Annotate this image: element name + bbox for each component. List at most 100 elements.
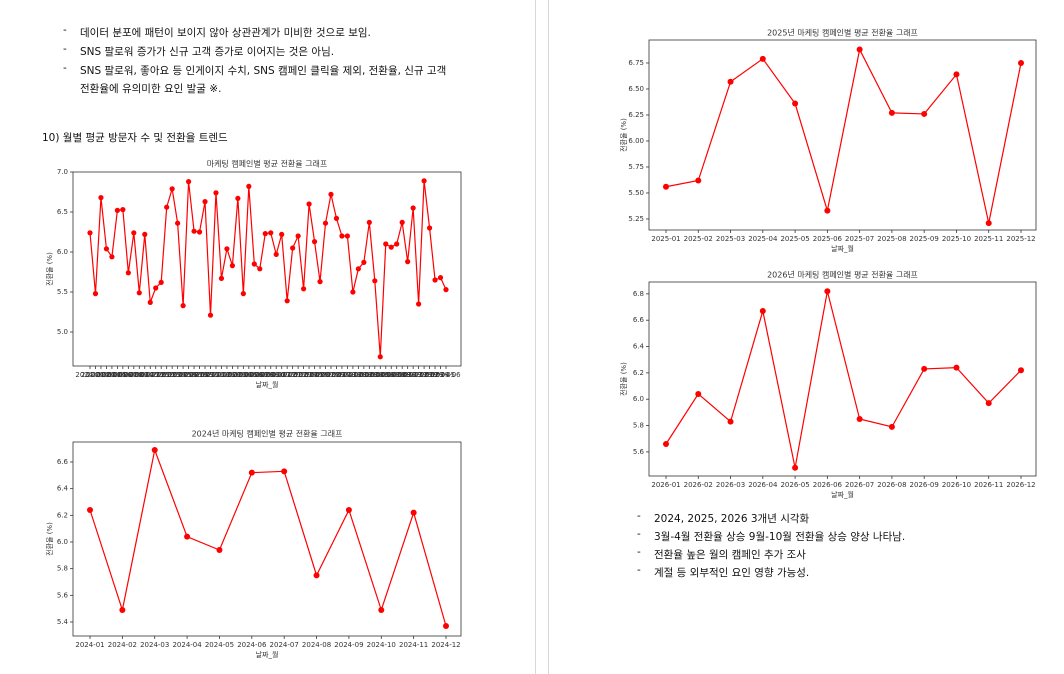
x-tick-label: 2027-06 — [300, 371, 330, 379]
data-point — [824, 207, 831, 214]
x-tick-label: 2026-08 — [245, 371, 274, 379]
data-point — [792, 464, 799, 471]
data-point — [213, 190, 219, 196]
x-tick-label: 2026-05 — [229, 371, 258, 379]
x-tick-label: 2028-10 — [388, 371, 417, 379]
x-tick-label: 2025-10 — [190, 371, 219, 379]
page-divider — [535, 0, 536, 674]
plot-frame — [648, 281, 1037, 477]
x-tick-label: 2026-04 — [223, 371, 253, 379]
y-tick-label: 5.50 — [628, 189, 644, 197]
data-point — [151, 447, 158, 453]
data-point — [207, 312, 214, 318]
data-point — [421, 178, 427, 184]
y-tick-label: 6.2 — [57, 511, 68, 519]
y-axis-label: 전환율 (%) — [45, 522, 54, 556]
data-point — [792, 100, 799, 107]
data-point — [257, 266, 263, 272]
data-point — [317, 279, 323, 285]
data-point — [279, 231, 285, 237]
x-tick-label: 2027-05 — [294, 371, 323, 379]
chart-title: 2024년 마케팅 캠페인별 평균 전환율 그래프 — [192, 429, 343, 439]
x-axis-label: 날짜_월 — [831, 244, 854, 253]
data-point — [921, 110, 928, 117]
data-point — [888, 109, 895, 116]
data-point — [339, 233, 345, 239]
data-point — [953, 71, 960, 78]
x-tick-label: 2025-08 — [877, 235, 906, 243]
y-tick-label: 6.6 — [57, 458, 69, 466]
x-tick-label: 2025-03 — [152, 371, 181, 379]
data-line — [89, 447, 447, 627]
bullet-text: SNS 팔로워, 좋아요 등 인게이지 수치, SNS 캠페인 클릭율 제외, … — [80, 65, 447, 95]
data-point — [262, 231, 268, 237]
x-tick-label: 2026-04 — [748, 481, 778, 489]
plot-frame — [72, 171, 462, 367]
bullet-dash: - — [63, 24, 67, 36]
data-point — [142, 231, 148, 237]
x-tick-label: 2026-10 — [942, 481, 971, 489]
data-point — [153, 285, 159, 291]
x-tick-label: 2026-06 — [813, 481, 843, 489]
y-tick-label: 6.2 — [633, 369, 644, 377]
x-tick-label: 2027-10 — [322, 371, 351, 379]
x-tick-label: 2029-05 — [426, 371, 455, 379]
x-tick-label: 2026-06 — [234, 371, 264, 379]
x-tick-label: 2027-11 — [327, 371, 356, 379]
x-tick-label: 2029-04 — [420, 371, 450, 379]
data-point — [443, 287, 449, 293]
page-divider — [548, 0, 549, 674]
y-tick-label: 6.6 — [633, 316, 645, 324]
x-tick-label: 2028-12 — [399, 371, 428, 379]
x-tick-label: 2024-02 — [81, 371, 110, 379]
bullet-dash: - — [63, 62, 67, 74]
y-tick-label: 5.25 — [628, 215, 644, 223]
x-tick-label: 2028-09 — [382, 371, 411, 379]
data-point — [185, 179, 192, 185]
x-tick-label: 2026-11 — [262, 371, 291, 379]
x-tick-label: 2025-04 — [748, 235, 778, 243]
x-tick-label: 2026-03 — [218, 371, 247, 379]
y-tick-label: 5.8 — [633, 422, 644, 430]
x-axis-label: 날짜_월 — [256, 380, 279, 389]
bullet-text: SNS 팔로워 증가가 신규 고객 증가로 이어지는 것은 아님. — [80, 46, 335, 58]
data-point — [92, 291, 99, 297]
x-tick-label: 2028-11 — [393, 371, 422, 379]
y-tick-label: 6.0 — [57, 538, 68, 546]
y-tick-label: 5.75 — [628, 163, 644, 171]
data-point — [921, 365, 928, 372]
y-tick-label: 7.0 — [57, 168, 68, 176]
data-point — [344, 233, 351, 239]
data-point — [399, 219, 405, 225]
x-tick-label: 2024-07 — [108, 371, 137, 379]
plot-frame — [648, 39, 1037, 231]
chart-title: 2025년 마케팅 캠페인별 평균 전환율 그래프 — [767, 28, 918, 38]
x-tick-label: 2026-10 — [256, 371, 285, 379]
x-tick-label: 2026-12 — [267, 371, 296, 379]
data-point — [281, 468, 288, 475]
data-point — [405, 259, 411, 265]
data-point — [268, 230, 274, 236]
x-tick-label: 2026-01 — [651, 481, 680, 489]
data-point — [378, 607, 385, 613]
data-point — [98, 195, 104, 201]
x-tick-label: 2027-12 — [333, 371, 362, 379]
data-point — [251, 261, 257, 267]
data-point — [824, 288, 831, 295]
x-tick-label: 2026-05 — [780, 481, 809, 489]
x-axis-label: 날짜_월 — [256, 650, 279, 659]
data-point — [301, 286, 307, 292]
data-point — [443, 623, 449, 629]
data-point — [164, 204, 170, 210]
x-tick-label: 2025-02 — [147, 371, 176, 379]
x-tick-label: 2028-03 — [349, 371, 378, 379]
data-point — [306, 201, 312, 207]
data-point — [856, 46, 863, 53]
data-point — [235, 195, 241, 201]
data-point — [695, 177, 702, 184]
section-heading: 10) 월별 평균 방문자 수 및 전환율 트렌드 — [42, 132, 228, 144]
data-point — [114, 207, 120, 213]
bullet-text: 계절 등 외부적인 요인 영향 가능성. — [654, 567, 810, 579]
bullet-dash: - — [637, 510, 641, 522]
y-tick-label: 6.75 — [628, 59, 644, 67]
